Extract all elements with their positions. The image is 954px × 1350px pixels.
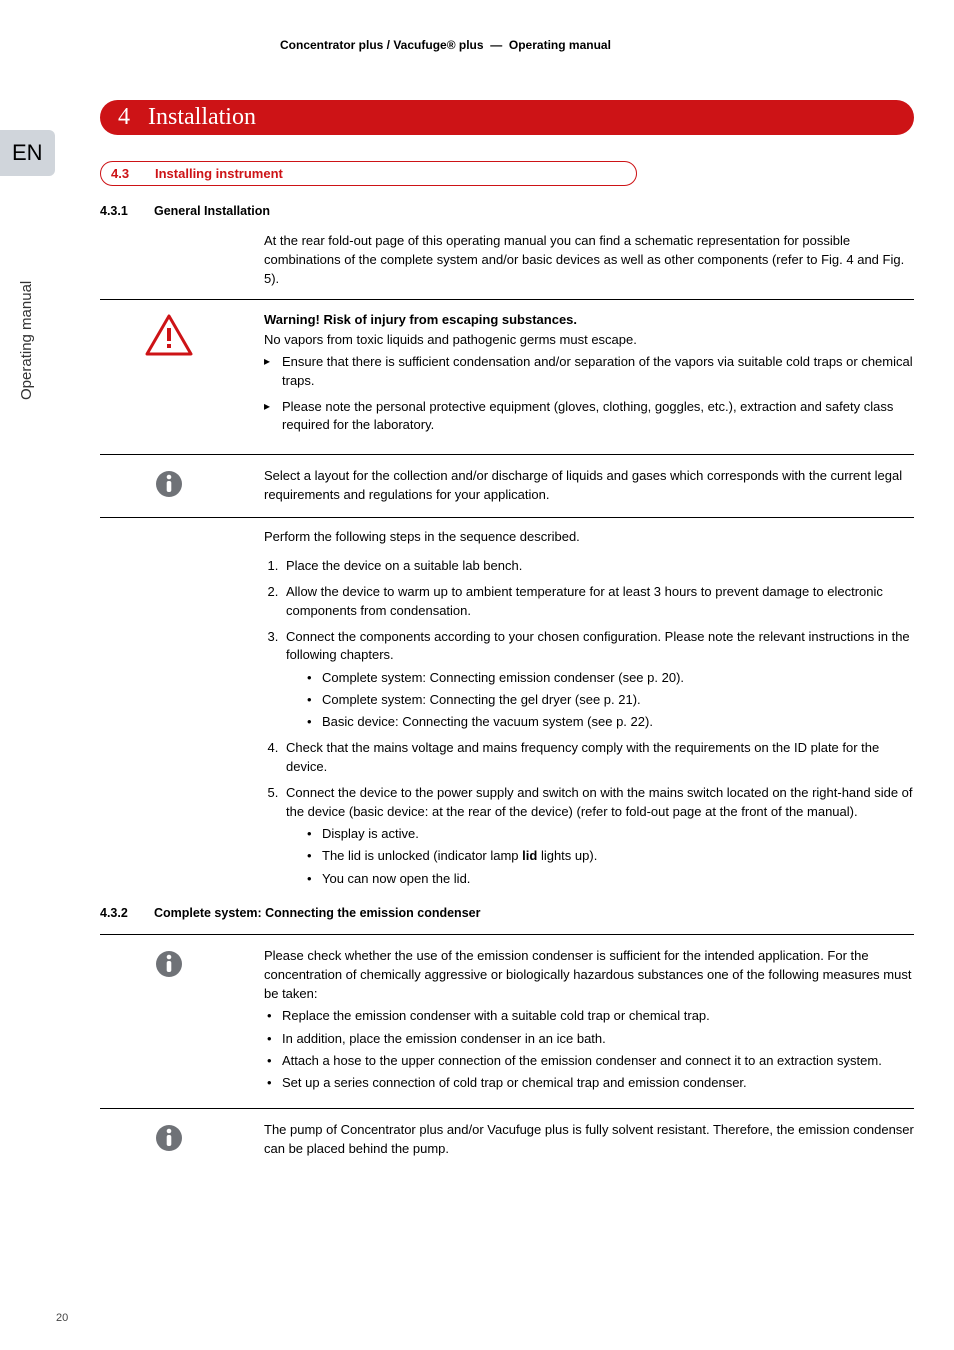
info2-item: Set up a series connection of cold trap … — [264, 1074, 914, 1092]
divider — [100, 1108, 914, 1109]
info2-list: Replace the emission condenser with a su… — [264, 1007, 914, 1092]
info-block-3: The pump of Concentrator plus and/or Vac… — [100, 1119, 914, 1161]
step-text: Connect the device to the power supply a… — [286, 785, 913, 818]
info-circle-icon — [154, 949, 184, 979]
page-content: Concentrator plus / Vacufuge® plus — Ope… — [100, 0, 914, 1161]
section-title: Installing instrument — [155, 166, 283, 181]
warning-block: Warning! Risk of injury from escaping su… — [100, 310, 914, 445]
step-item: Place the device on a suitable lab bench… — [282, 557, 914, 575]
step-text: Connect the components according to your… — [286, 629, 910, 662]
info-circle-icon — [154, 469, 184, 499]
divider — [100, 517, 914, 518]
subsection1-title: General Installation — [154, 204, 270, 218]
intro-paragraph: At the rear fold-out page of this operat… — [264, 232, 914, 289]
info2-item: Replace the emission condenser with a su… — [264, 1007, 914, 1025]
warning-list: Ensure that there is sufficient condensa… — [264, 353, 914, 434]
step-item: Allow the device to warm up to ambient t… — [282, 583, 914, 620]
header-manual: Operating manual — [509, 38, 611, 52]
step-text: Allow the device to warm up to ambient t… — [286, 584, 883, 617]
perform-intro: Perform the following steps in the seque… — [264, 528, 914, 547]
step-subitem: You can now open the lid. — [304, 870, 914, 888]
info-circle-icon — [154, 1123, 184, 1153]
info2-item: Attach a hose to the upper connection of… — [264, 1052, 914, 1070]
steps-list: Place the device on a suitable lab bench… — [264, 557, 914, 888]
step-text: Check that the mains voltage and mains f… — [286, 740, 879, 773]
subsection2-title: Complete system: Connecting the emission… — [154, 906, 480, 920]
step-subitem: Basic device: Connecting the vacuum syst… — [304, 713, 914, 731]
divider — [100, 934, 914, 935]
step-sublist: Complete system: Connecting emission con… — [286, 669, 914, 732]
warning-item: Please note the personal protective equi… — [264, 398, 914, 434]
info1-text: Select a layout for the collection and/o… — [264, 467, 914, 505]
info2-lead: Please check whether the use of the emis… — [264, 947, 914, 1004]
warning-triangle-icon — [145, 314, 193, 356]
language-tab: EN — [0, 130, 55, 176]
warning-title: Warning! Risk of injury from escaping su… — [264, 312, 914, 327]
subsection1-number: 4.3.1 — [100, 204, 154, 218]
subsection-heading-1: 4.3.1 General Installation — [100, 204, 914, 218]
info2-item: In addition, place the emission condense… — [264, 1030, 914, 1048]
step-sublist: Display is active. The lid is unlocked (… — [286, 825, 914, 888]
step-item: Check that the mains voltage and mains f… — [282, 739, 914, 776]
step-text: Place the device on a suitable lab bench… — [286, 558, 522, 573]
page-header: Concentrator plus / Vacufuge® plus — Ope… — [280, 38, 914, 52]
subsection-heading-2: 4.3.2 Complete system: Connecting the em… — [100, 906, 914, 920]
warning-item: Ensure that there is sufficient condensa… — [264, 353, 914, 389]
header-product: Concentrator plus / Vacufuge® plus — [280, 38, 484, 52]
step-item: Connect the components according to your… — [282, 628, 914, 731]
info-block-2: Please check whether the use of the emis… — [100, 945, 914, 1098]
step-subitem: Complete system: Connecting emission con… — [304, 669, 914, 687]
info3-text: The pump of Concentrator plus and/or Vac… — [264, 1121, 914, 1159]
warning-lead: No vapors from toxic liquids and pathoge… — [264, 331, 914, 350]
chapter-heading: 4 Installation — [100, 100, 914, 135]
bold-word: lid — [522, 848, 537, 863]
manual-side-label: Operating manual — [18, 281, 35, 400]
chapter-number: 4 — [118, 104, 130, 131]
chapter-title: Installation — [148, 104, 256, 131]
header-sep: — — [490, 38, 502, 52]
step-item: Connect the device to the power supply a… — [282, 784, 914, 887]
info-block-1: Select a layout for the collection and/o… — [100, 465, 914, 507]
step-subitem: Display is active. — [304, 825, 914, 843]
section-heading: 4.3 Installing instrument — [100, 161, 637, 186]
section-number: 4.3 — [111, 166, 155, 181]
page-number: 20 — [56, 1312, 68, 1324]
divider — [100, 299, 914, 300]
divider — [100, 454, 914, 455]
subsection2-number: 4.3.2 — [100, 906, 154, 920]
step-subitem: The lid is unlocked (indicator lamp lid … — [304, 847, 914, 865]
step-subitem: Complete system: Connecting the gel drye… — [304, 691, 914, 709]
